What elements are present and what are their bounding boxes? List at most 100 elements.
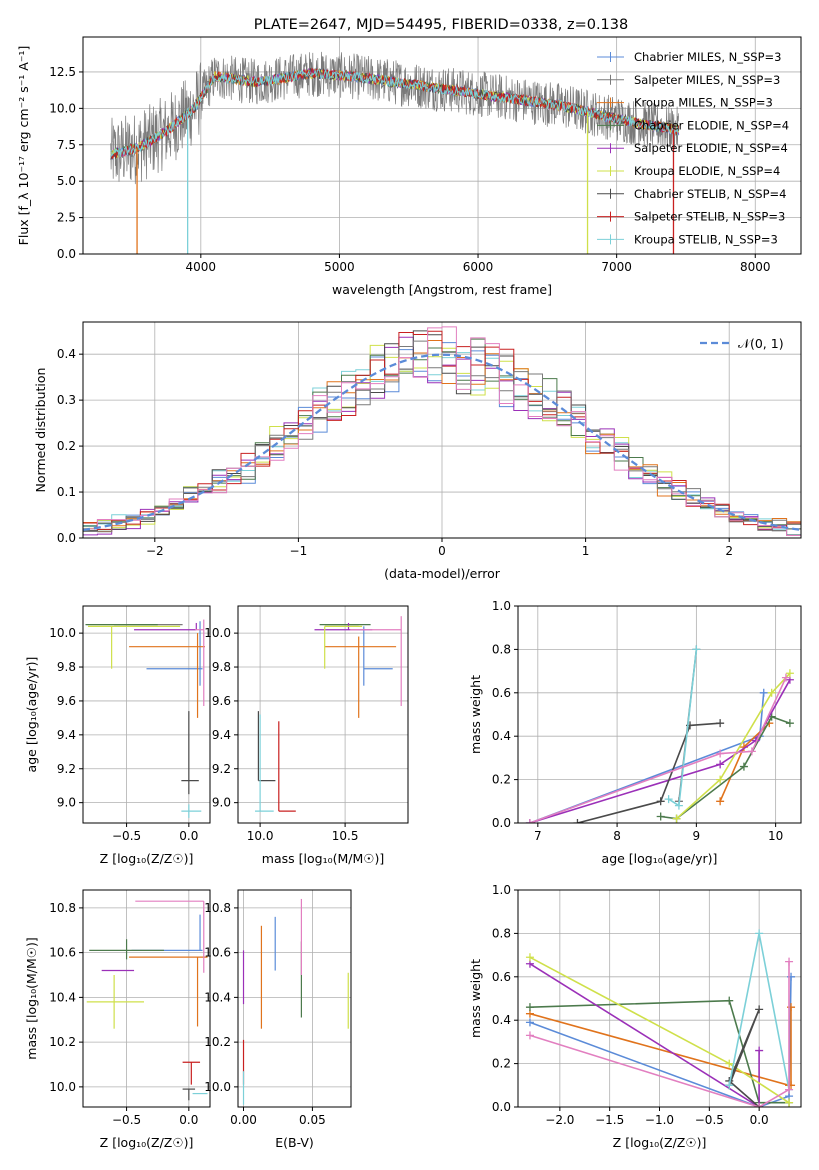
axes-frame — [237, 889, 352, 1108]
axes-frame — [82, 889, 211, 1108]
errorbar-point — [278, 721, 296, 812]
weight-marker — [573, 819, 582, 823]
weight-marker — [656, 812, 665, 821]
y-tick-label: 9.6 — [212, 694, 231, 708]
histogram-step — [83, 326, 801, 536]
y-tick-label: 9.2 — [57, 762, 76, 776]
y-tick-label: 0.2 — [492, 773, 511, 787]
axes-frame — [517, 605, 802, 824]
errorbar-point — [135, 900, 205, 973]
y-tick-label: 0.8 — [492, 926, 511, 940]
y-axis-label: mass [log₁₀(M/M☉)] — [24, 937, 39, 1059]
panel-residual_hist: −2 −1 0 1 2 0.0 0.1 0.2 0.3 0.4 (data-model)/error… — [33, 321, 802, 581]
y-tick-label: 10.8 — [204, 901, 231, 915]
weight-marker — [747, 747, 756, 756]
y-tick-label: 10.0 — [204, 1080, 231, 1094]
y-tick-label: 1.0 — [492, 883, 511, 897]
errorbar-point — [182, 1088, 196, 1101]
weight-marker — [716, 749, 725, 758]
errorbar-point — [129, 956, 208, 1027]
weight-marker — [525, 1003, 534, 1012]
errorbar-point — [257, 711, 276, 782]
x-tick-label: 5000 — [324, 260, 355, 274]
x-axis-label: wavelength [Angstrom, rest frame] — [332, 282, 552, 297]
weight-series — [664, 645, 701, 810]
y-tick-label: 0.2 — [57, 439, 76, 453]
y-tick-label: 1.0 — [492, 599, 511, 613]
panel-mass_vs_ebv: 0.00 0.05 10.0 10.2 10.4 10.6 10.8 E(B-V) — [204, 889, 352, 1150]
plot-area — [85, 619, 206, 818]
x-tick-label: −1 — [290, 544, 308, 558]
weight-series — [525, 953, 794, 1107]
x-tick-label: −1.0 — [645, 1113, 674, 1127]
weight-marker — [781, 673, 790, 682]
x-axis-label: Z [log₁₀(Z/Z☉)] — [100, 1135, 194, 1150]
y-tick-label: 0.6 — [492, 686, 511, 700]
y-axis-label: Normed distribution — [33, 368, 48, 493]
x-tick-label: −0.5 — [112, 1113, 141, 1127]
errorbar-point — [181, 711, 199, 795]
y-tick-label: 10.4 — [49, 990, 76, 1004]
x-tick-label: 9 — [693, 829, 701, 843]
legend-label: Chabrier ELODIE, N_SSP=4 — [634, 118, 789, 132]
x-tick-label: −2.0 — [545, 1113, 574, 1127]
y-tick-label: 0.4 — [57, 347, 76, 361]
x-tick-label: 0.0 — [179, 829, 198, 843]
y-tick-label: 9.6 — [57, 694, 76, 708]
y-tick-label: 10.0 — [49, 1080, 76, 1094]
weight-marker — [759, 688, 768, 697]
y-tick-label: 0.0 — [492, 1100, 511, 1114]
x-tick-label: 2 — [725, 544, 733, 558]
plot-area — [525, 645, 794, 823]
legend-label: Salpeter STELIB, N_SSP=3 — [634, 210, 785, 224]
weight-marker — [755, 1005, 764, 1014]
normal-curve — [83, 353, 801, 532]
weight-marker — [664, 795, 673, 804]
y-tick-label: 0.0 — [57, 531, 76, 545]
x-tick-label: 0 — [438, 544, 446, 558]
panel-weight_vs_Z: −2.0 −1.5 −1.0 −0.5 0.0 0.0 0.2 0.4 0.6 0.8 1.0 Z [… — [468, 883, 802, 1150]
y-tick-label: 0.4 — [492, 729, 511, 743]
weight-marker — [672, 814, 681, 823]
errorbar-point — [181, 804, 202, 818]
panel-age_vs_Z: −0.5 0.0 9.0 9.2 9.4 9.6 9.8 10.0 Z [log₁₀(Z/Z☉)… — [24, 605, 211, 866]
figure-title: PLATE=2647, MJD=54495, FIBERID=0338, z=0… — [254, 17, 628, 33]
y-tick-label: 0.0 — [492, 816, 511, 830]
y-tick-label: 9.8 — [212, 660, 231, 674]
x-tick-label: 0.0 — [750, 1113, 769, 1127]
y-tick-label: 12.5 — [49, 65, 76, 79]
y-tick-label: 10.8 — [49, 901, 76, 915]
x-tick-label: 10 — [768, 829, 783, 843]
x-axis-label: Z [log₁₀(Z/Z☉)] — [100, 851, 194, 866]
weight-marker — [785, 669, 794, 678]
x-tick-label: 7 — [534, 829, 542, 843]
panel-spectrum: 4000 5000 6000 7000 8000 0.0 2.5 5.0 7.5 10.0 12.5… — [16, 36, 802, 297]
y-axis-label: Flux [f_λ 10⁻¹⁷ erg cm⁻² s⁻¹ A⁻¹] — [16, 46, 31, 246]
weight-series — [525, 957, 794, 1107]
weight-marker — [525, 1018, 534, 1027]
weight-marker — [725, 996, 734, 1005]
plot-area — [110, 51, 680, 254]
weight-marker — [785, 719, 794, 728]
plot-area — [86, 900, 208, 1101]
x-axis-label: mass [log₁₀(M/M☉)] — [262, 851, 384, 866]
panel-weight_vs_age: 7 8 9 10 0.0 0.2 0.4 0.6 0.8 1.0 age [log₁₀(age/yr… — [468, 599, 802, 866]
plot-area — [83, 326, 801, 536]
y-tick-label: 9.2 — [212, 762, 231, 776]
y-tick-label: 10.0 — [49, 101, 76, 115]
legend-label: Kroupa STELIB, N_SSP=3 — [634, 232, 778, 246]
x-tick-label: 10.5 — [332, 829, 359, 843]
x-tick-label: 7000 — [601, 260, 632, 274]
x-tick-label: 10.0 — [247, 829, 274, 843]
y-axis-label: mass weight — [468, 675, 483, 754]
errorbar-point — [86, 975, 145, 1029]
legend-label: Salpeter ELODIE, N_SSP=4 — [634, 141, 788, 155]
panel-mass_vs_Z: −0.5 0.0 10.0 10.2 10.4 10.6 10.8 Z [log₁₀(Z/Z☉… — [24, 889, 211, 1150]
weight-marker — [692, 645, 701, 654]
legend-label: Salpeter MILES, N_SSP=3 — [634, 73, 780, 87]
errorbar-point — [182, 1061, 201, 1085]
weight-marker — [739, 762, 748, 771]
y-tick-label: 9.8 — [57, 660, 76, 674]
weight-marker — [525, 819, 534, 823]
